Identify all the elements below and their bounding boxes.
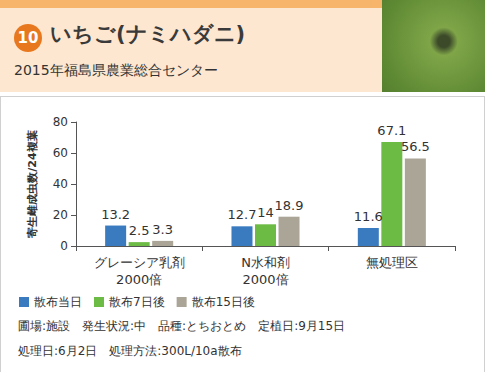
html-text:圃場:施設 発生状況:中 品種:とちおとめ 定植日:9月15: 圃場:施設 発生状況:中 品種:とちおとめ 定植日:9月15日 [18,319,346,333]
svg-text:67.1: 67.1 [377,123,406,138]
svg-text:18.9: 18.9 [275,198,304,213]
svg-text:散布15日後: 散布15日後 [192,295,255,309]
html-text:10: 10 [17,29,39,47]
svg-text:3.3: 3.3 [152,222,173,237]
svg-text:11.6: 11.6 [354,209,383,224]
svg-text:散布7日後: 散布7日後 [109,295,165,309]
svg-text:80: 80 [53,115,68,129]
svg-text:グレーシア乳剤: グレーシア乳剤 [94,255,185,270]
svg-text:56.5: 56.5 [401,139,430,154]
html-text:処理日:6月2日 処理方法:300L/10a散布: 処理日:6月2日 処理方法:300L/10a散布 [18,344,242,358]
svg-text:0: 0 [60,239,68,253]
svg-text:N水和剤: N水和剤 [241,255,290,270]
html-text:いちご(ナミハダニ): いちご(ナミハダニ) [50,22,246,46]
svg-text:14: 14 [257,205,274,220]
svg-text:2000倍: 2000倍 [242,272,288,287]
svg-text:12.7: 12.7 [228,207,257,222]
svg-text:40: 40 [53,177,68,191]
svg-text:60: 60 [53,146,68,160]
svg-text:寄生雌成虫数/24複葉: 寄生雌成虫数/24複葉 [26,130,39,237]
svg-text:2000倍: 2000倍 [116,272,162,287]
svg-text:散布当日: 散布当日 [34,295,82,309]
svg-text:2.5: 2.5 [129,223,150,238]
svg-text:20: 20 [53,208,68,222]
html-text:2015年福島県農業総合センター: 2015年福島県農業総合センター [14,62,218,78]
svg-text:13.2: 13.2 [101,207,130,222]
svg-text:無処理区: 無処理区 [366,255,418,270]
